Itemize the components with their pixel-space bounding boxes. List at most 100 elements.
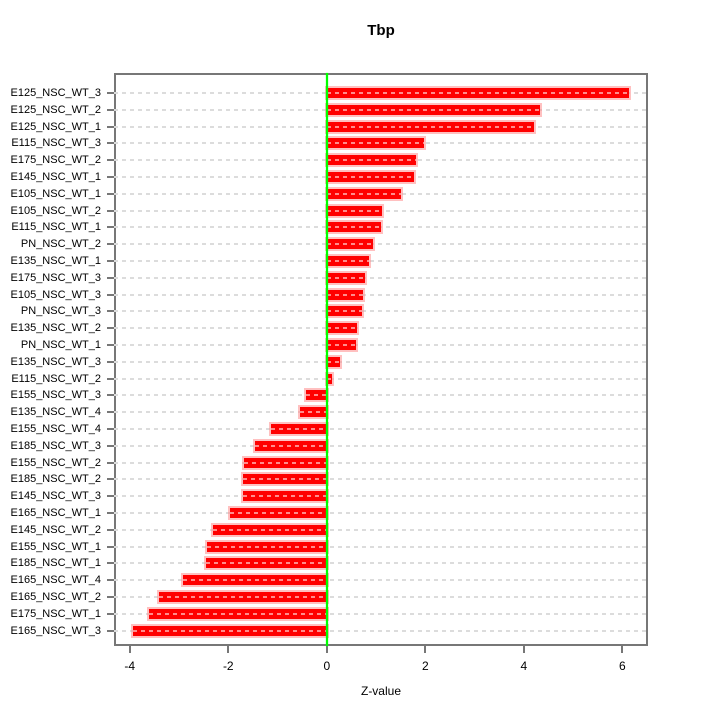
bar-gridline-overlay: [243, 478, 327, 481]
x-tick-mark: [522, 646, 525, 653]
y-tick-label: E175_NSC_WT_1: [10, 607, 102, 620]
bar: [326, 104, 540, 115]
x-tick-mark: [325, 646, 328, 653]
bar: [206, 558, 327, 569]
y-tick-mark: [107, 428, 114, 430]
x-tick-mark: [227, 646, 230, 653]
bar-gridline-overlay: [300, 411, 327, 414]
y-tick-label: E165_NSC_WT_3: [10, 624, 102, 637]
y-tick-label: E185_NSC_WT_1: [10, 557, 102, 570]
bar: [326, 172, 415, 182]
x-tick-label: 0: [323, 659, 331, 673]
y-tick-mark: [107, 176, 114, 178]
gridline: [114, 596, 648, 598]
gridline: [114, 260, 648, 262]
bar: [326, 323, 357, 334]
gridline: [114, 428, 648, 430]
bar-gridline-overlay: [326, 92, 629, 94]
gridline: [114, 411, 648, 414]
x-tick-label: 4: [520, 659, 528, 673]
bar-gridline-overlay: [326, 293, 364, 296]
y-tick-mark: [107, 478, 114, 481]
y-tick-mark: [107, 125, 114, 128]
gridline: [114, 478, 648, 481]
x-tick-label: 6: [619, 659, 626, 673]
y-tick-label: E145_NSC_WT_1: [10, 171, 102, 183]
y-tick-label: E105_NSC_WT_2: [10, 204, 102, 217]
y-tick-label: E155_NSC_WT_2: [10, 456, 102, 469]
y-axis: E125_NSC_WT_3 E125_NSC_WT_2 E125_NSC_WT_1 E…: [0, 73, 114, 646]
bar: [132, 625, 327, 636]
bar-gridline-overlay: [206, 562, 327, 565]
y-tick-label: PN_NSC_WT_1: [20, 339, 101, 351]
x-tick-mark: [621, 646, 624, 653]
y-tick-mark: [107, 108, 114, 111]
x-axis-title: Z-value: [360, 684, 401, 698]
bar-gridline-overlay: [326, 125, 535, 128]
gridline: [114, 545, 648, 548]
y-tick-mark: [107, 596, 114, 598]
y-tick-label: E105_NSC_WT_1: [10, 187, 102, 200]
y-tick-mark: [107, 260, 114, 262]
y-tick-mark: [107, 512, 114, 514]
bar-gridline-overlay: [183, 579, 327, 582]
x-tick-label: -2: [222, 659, 234, 673]
y-tick-mark: [107, 411, 114, 414]
bar-gridline-overlay: [149, 612, 327, 615]
bar-gridline-overlay: [326, 226, 381, 229]
gridline: [114, 243, 648, 246]
y-tick-label: E135_NSC_WT_4: [10, 406, 102, 419]
y-tick-label: E165_NSC_WT_1: [10, 507, 102, 519]
x-tick-label: -4: [124, 659, 136, 673]
gridline: [114, 310, 648, 313]
bar-gridline-overlay: [326, 327, 357, 330]
bar: [300, 407, 327, 418]
bar-gridline-overlay: [305, 394, 327, 397]
y-tick-mark: [107, 243, 114, 246]
gridline: [114, 360, 648, 363]
bar: [244, 457, 327, 468]
bar: [326, 272, 365, 283]
gridline: [114, 394, 648, 397]
y-tick-mark: [107, 495, 114, 498]
y-tick-mark: [107, 192, 114, 195]
x-tick-mark: [424, 646, 427, 653]
y-tick-label: E175_NSC_WT_3: [10, 271, 102, 284]
bar: [255, 440, 327, 451]
gridline: [114, 293, 648, 296]
y-tick-label: E125_NSC_WT_1: [10, 120, 102, 133]
y-tick-mark: [107, 327, 114, 330]
bar: [326, 373, 333, 384]
y-tick-mark: [107, 545, 114, 548]
y-tick-label: E105_NSC_WT_3: [10, 288, 102, 301]
plot-inner: [114, 73, 648, 646]
y-tick-mark: [107, 377, 114, 380]
y-tick-label: E135_NSC_WT_1: [10, 255, 102, 267]
y-tick-label: E135_NSC_WT_2: [10, 322, 102, 335]
y-tick-label: E125_NSC_WT_3: [10, 87, 102, 99]
gridline: [114, 461, 648, 464]
y-tick-label: E135_NSC_WT_3: [10, 355, 102, 368]
bar-gridline-overlay: [230, 512, 327, 514]
bar: [326, 340, 356, 350]
bar-gridline-overlay: [326, 192, 402, 195]
bar-gridline-overlay: [242, 495, 327, 498]
bar-gridline-overlay: [326, 377, 333, 380]
y-tick-mark: [107, 528, 114, 531]
y-tick-mark: [107, 562, 114, 565]
bar: [326, 155, 416, 166]
y-tick-mark: [107, 579, 114, 582]
zero-line: [325, 73, 328, 646]
y-tick-mark: [107, 461, 114, 464]
bar: [305, 390, 327, 401]
gridline: [114, 377, 648, 380]
y-tick-mark: [107, 276, 114, 279]
y-tick-mark: [107, 142, 114, 145]
bar: [230, 508, 327, 518]
bar: [326, 289, 364, 300]
bar-gridline-overlay: [326, 344, 356, 346]
y-tick-label: PN_NSC_WT_3: [20, 305, 101, 318]
bar: [183, 575, 327, 586]
chart-title: Tbp: [367, 22, 395, 39]
x-tick-mark: [128, 646, 131, 653]
